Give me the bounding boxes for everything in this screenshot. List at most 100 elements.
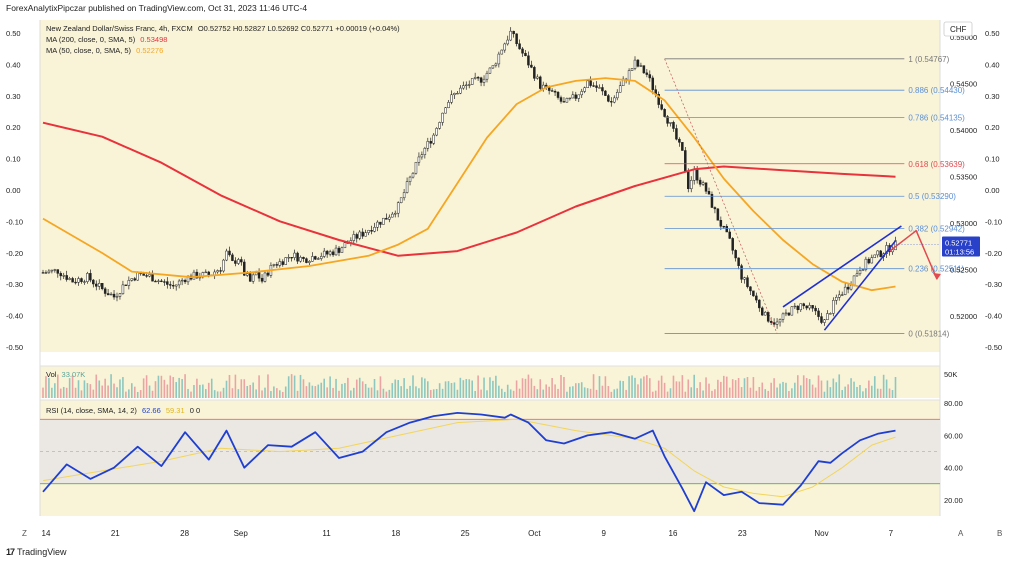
volume-bar (243, 379, 246, 398)
volume-bar (649, 378, 651, 398)
candle-body (263, 272, 267, 282)
volume-bar (57, 374, 59, 398)
volume-bar (637, 384, 639, 398)
volume-bar (776, 387, 778, 398)
volume-bar (489, 377, 491, 398)
volume-bar (542, 389, 545, 398)
percent-axis-right-tick: -0.10 (985, 217, 1002, 226)
percent-axis-left-tick: 0.00 (6, 186, 21, 195)
candle-body (687, 171, 690, 190)
candle-body (574, 94, 578, 99)
volume-bar (421, 377, 423, 398)
volume-bar (563, 377, 565, 398)
auto-scale-button[interactable]: A (958, 529, 964, 538)
volume-bar (696, 388, 698, 398)
rsi-legend[interactable]: RSI (14, close, SMA, 14, 2) 62.66 59.31 … (46, 406, 200, 415)
candle-body (627, 70, 631, 81)
volume-bar (619, 380, 621, 398)
candle-body (154, 280, 157, 283)
volume-bar (862, 391, 864, 398)
zoom-button[interactable]: Z (22, 529, 27, 538)
volume-bar (267, 374, 269, 398)
volume-bar (592, 374, 595, 398)
volume-bar (749, 387, 752, 398)
volume-bar (498, 385, 500, 398)
candle-body (100, 283, 104, 290)
volume-bar (139, 390, 142, 398)
volume-bar (465, 379, 468, 398)
candle-body (559, 97, 563, 102)
currency-label: CHF (950, 25, 967, 34)
ma200-line (42, 121, 896, 257)
volume-bar (838, 374, 841, 398)
volume-bar (678, 381, 681, 398)
volume-bar (876, 388, 879, 398)
candle-body (80, 278, 83, 282)
volume-bar (252, 382, 254, 398)
bar-mode-button[interactable]: B (997, 529, 1002, 538)
forecast-arrowhead (932, 273, 941, 281)
candle-body (837, 294, 841, 298)
candle-body (491, 65, 495, 69)
volume-bar (823, 391, 826, 398)
volume-bar (462, 380, 465, 398)
candle-body (355, 234, 359, 239)
candle-body (251, 274, 255, 282)
candle-body (530, 64, 533, 68)
volume-bar (101, 385, 103, 398)
volume-bar (859, 385, 861, 398)
candle-body (746, 277, 749, 288)
ohlc-values: O0.52752 H0.52827 L0.52692 C0.52771 +0.0… (197, 24, 400, 33)
volume-bar (752, 377, 755, 398)
candle-body (613, 97, 616, 103)
last-price-label: 0.52771 (945, 239, 972, 248)
volume-bar (228, 374, 231, 398)
volume-bar (885, 379, 888, 398)
percent-axis-right-tick: -0.50 (985, 343, 1002, 352)
candle-body (396, 202, 400, 214)
volume-bar (459, 377, 462, 398)
volume-bar (684, 391, 687, 398)
volume-bar (746, 377, 749, 398)
volume-bar (326, 387, 328, 398)
candle-body (438, 122, 441, 129)
ma50-legend[interactable]: MA (50, close, 0, SMA, 5) 0.52276 (46, 46, 163, 55)
volume-bar (687, 379, 690, 398)
rsi-ma-line (42, 418, 896, 498)
volume-bar (45, 376, 47, 398)
volume-legend[interactable]: Vol 33.07K (46, 370, 85, 379)
time-axis-tick: 21 (111, 529, 120, 538)
volume-bar (193, 384, 195, 398)
candle-body (823, 319, 826, 323)
volume-bar (299, 374, 302, 398)
candle-body (53, 269, 57, 271)
candle-body (417, 156, 421, 163)
volume-bar (373, 378, 376, 398)
volume-bar (296, 390, 299, 398)
volume-bar (202, 384, 204, 398)
candle-body (237, 259, 240, 264)
time-axis-tick: 9 (601, 529, 606, 538)
volume-bar (391, 383, 394, 398)
volume-bar (353, 387, 355, 398)
candle-body (160, 280, 163, 282)
candle-body (488, 67, 492, 74)
ma200-legend[interactable]: MA (200, close, 0, SMA, 5) 0.53498 (46, 35, 167, 44)
candle-body (509, 30, 512, 41)
candle-body (305, 258, 308, 263)
rsi-axis-tick: 20.00 (944, 496, 963, 505)
volume-bar (133, 386, 136, 398)
volume-bar (453, 382, 456, 398)
volume-bar (506, 384, 509, 398)
candle-body (604, 90, 607, 96)
volume-bar (68, 378, 71, 398)
candle-body (761, 307, 764, 316)
candle-body (180, 279, 184, 282)
volume-bar (361, 381, 364, 398)
candle-body (59, 273, 63, 277)
candle-body (719, 220, 723, 227)
tradingview-footer[interactable]: 17 TradingView (6, 547, 67, 557)
volume-bar (415, 386, 417, 398)
candle-body (482, 78, 486, 83)
